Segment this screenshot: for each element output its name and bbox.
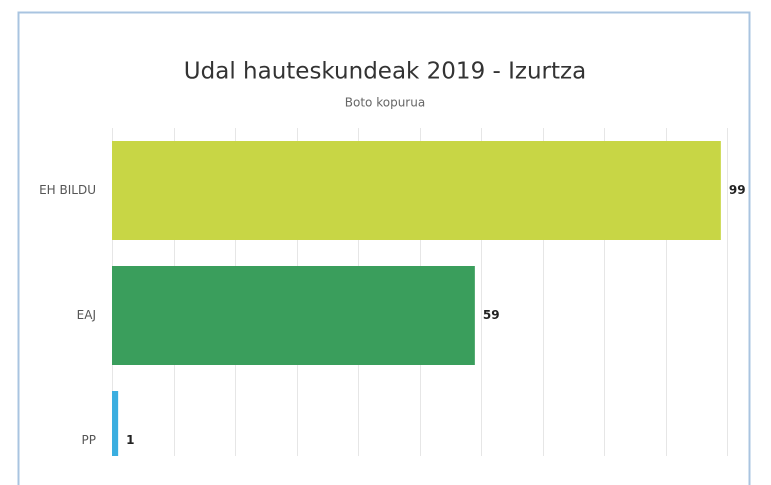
data-label: 99 <box>729 183 746 197</box>
plot-area: EH BILDU 99 EAJ 59 PP 1 <box>39 128 746 456</box>
y-tick-label: PP <box>82 433 96 447</box>
chart-frame <box>17 11 751 485</box>
y-tick-label: EH BILDU <box>39 183 96 197</box>
y-tick-label: EAJ <box>77 308 96 322</box>
chart-subtitle: Boto kopurua <box>345 96 425 110</box>
data-label: 59 <box>483 308 500 322</box>
bar <box>112 391 119 456</box>
data-label: 1 <box>126 433 134 447</box>
bar <box>112 266 475 365</box>
chart-title: Udal hauteskundeak 2019 - Izurtza <box>184 59 586 85</box>
bar <box>112 141 721 240</box>
